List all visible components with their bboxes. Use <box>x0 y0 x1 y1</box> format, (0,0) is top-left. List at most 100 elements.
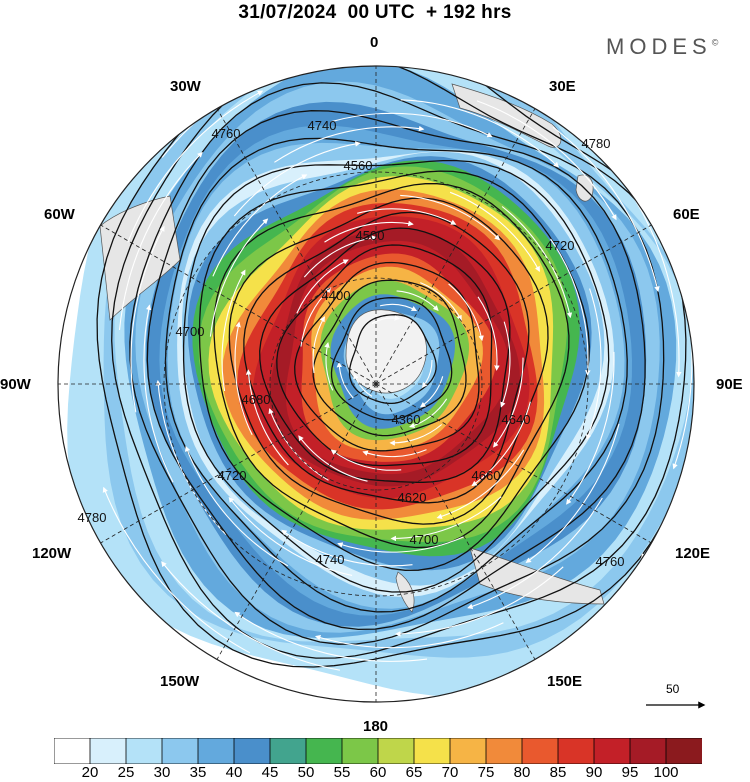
streamline <box>331 112 493 138</box>
height-contour <box>129 82 665 645</box>
streamline <box>127 90 264 243</box>
lon-label-30w: 30W <box>170 78 201 95</box>
colorbar-tick-label: 85 <box>549 764 567 781</box>
streamline <box>357 208 457 225</box>
colorbar-swatch <box>269 738 307 764</box>
streamline <box>233 141 361 217</box>
streamline <box>448 283 484 342</box>
contour-label: 4360 <box>392 412 421 427</box>
colorbar-tick-label: 40 <box>225 764 243 781</box>
streamline <box>324 342 334 391</box>
height-contour <box>243 211 530 504</box>
height-contour <box>111 66 687 659</box>
streamline <box>493 357 524 448</box>
streamline <box>525 423 620 564</box>
streamline <box>118 151 203 330</box>
contour-label: 4700 <box>176 324 205 339</box>
streamline <box>330 449 402 471</box>
colorbar-tick-label: 50 <box>297 764 315 781</box>
streamline <box>419 376 444 408</box>
height-contour <box>228 197 549 525</box>
streamline <box>550 238 591 376</box>
streamline <box>185 445 289 567</box>
streamline <box>312 316 325 374</box>
contour-label: 4620 <box>398 490 427 505</box>
streamline <box>303 235 377 278</box>
colorbar <box>54 738 702 764</box>
lon-label-150e: 150E <box>547 673 583 690</box>
height-contour <box>146 110 646 631</box>
streamline <box>209 218 269 337</box>
colorbar-tick-label: 25 <box>117 764 135 781</box>
australia-outline <box>469 547 605 605</box>
streamline <box>362 449 427 458</box>
lon-label-120w: 120W <box>32 545 72 562</box>
streamline <box>324 220 414 243</box>
lon-label-120e: 120E <box>675 545 711 562</box>
height-contours <box>96 66 694 668</box>
streamline <box>300 287 332 347</box>
latitude-circle <box>269 277 483 491</box>
colorbar-swatch <box>593 738 631 764</box>
height-contour <box>276 244 493 467</box>
streamline <box>500 321 511 408</box>
streamline <box>143 304 174 483</box>
contour-label: 4720 <box>546 238 575 253</box>
contour-label: 4660 <box>472 468 501 483</box>
streamline <box>585 288 602 441</box>
latitude-circle <box>163 171 589 597</box>
wind-scale-label: 50 <box>666 682 680 696</box>
contour-label: 4780 <box>78 510 107 525</box>
streamline <box>234 611 428 662</box>
colorbar-tick-label: 70 <box>441 764 459 781</box>
colorbar-tick-label: 90 <box>585 764 603 781</box>
height-contour <box>348 314 437 405</box>
colorbar-tick-label: 75 <box>477 764 495 781</box>
colorbar-tick-label: 95 <box>621 764 639 781</box>
streamline <box>389 424 443 446</box>
streamline <box>477 296 500 371</box>
colorbar-tick-label: 45 <box>261 764 279 781</box>
height-contour <box>198 170 590 571</box>
streamline <box>409 398 448 429</box>
colorbar-swatch <box>197 738 235 764</box>
streamline <box>395 566 564 637</box>
colorbar-swatch <box>413 738 451 764</box>
brand-logo: MODES© <box>606 34 719 59</box>
contour-labels: 4360 4400 4500 4560 4620 4640 4660 4680 4700 4720… <box>78 118 625 569</box>
colorbar-swatch <box>629 738 667 764</box>
lon-label-30e: 30E <box>549 78 576 95</box>
lon-label-150w: 150W <box>160 673 200 690</box>
colorbar-swatch <box>233 738 271 764</box>
streamline <box>400 194 501 241</box>
streamline <box>353 373 373 397</box>
lon-label-180: 180 <box>363 718 389 735</box>
colorbar-swatch <box>89 738 127 764</box>
height-contour <box>330 297 453 421</box>
height-contour <box>96 66 694 668</box>
height-contour <box>294 261 480 452</box>
contour-label: 4500 <box>356 228 385 243</box>
contour-label: 4780 <box>582 136 611 151</box>
colorbar-swatch <box>125 738 163 764</box>
colorbar-swatch <box>449 738 487 764</box>
streamline <box>449 191 540 272</box>
colorbar-swatch <box>161 738 199 764</box>
height-contour <box>182 159 610 593</box>
contour-label: 4560 <box>344 158 373 173</box>
lat-lon-grid <box>58 66 694 702</box>
contour-label: 4700 <box>410 532 439 547</box>
colorbar-tick-label: 60 <box>369 764 387 781</box>
contour-label: 4740 <box>316 552 345 567</box>
lon-label-90e: 90E <box>716 376 743 393</box>
streamline <box>552 126 660 292</box>
height-contour <box>259 227 511 483</box>
streamline <box>336 361 354 399</box>
streamline <box>281 529 413 567</box>
colorbar-swatch <box>665 738 702 764</box>
streamline <box>421 359 433 388</box>
streamline <box>274 125 425 163</box>
streamline <box>467 497 603 609</box>
colorbar-tick-label: 100 <box>653 764 679 781</box>
streamline <box>228 496 353 576</box>
